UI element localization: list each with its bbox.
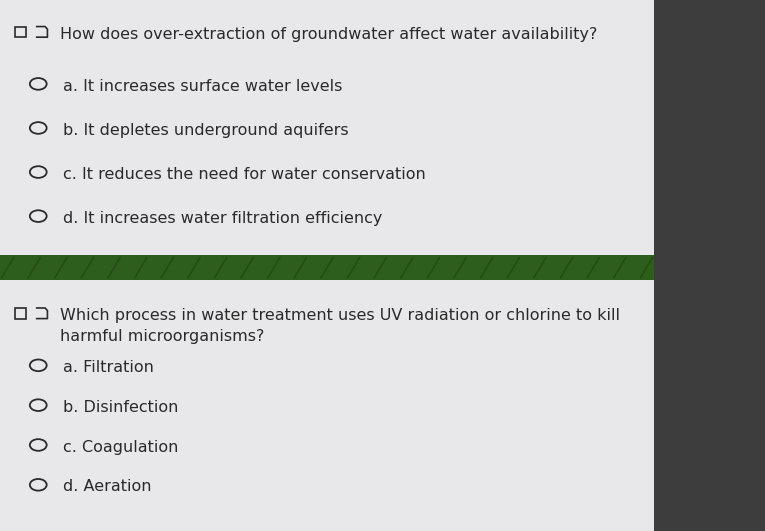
Text: b. Disinfection: b. Disinfection	[63, 400, 179, 415]
Text: c. It reduces the need for water conservation: c. It reduces the need for water conserv…	[63, 167, 426, 182]
Bar	[15, 27, 26, 37]
Text: a. It increases surface water levels: a. It increases surface water levels	[63, 79, 343, 93]
Text: How does over-extraction of groundwater affect water availability?: How does over-extraction of groundwater …	[60, 27, 597, 41]
Text: d. It increases water filtration efficiency: d. It increases water filtration efficie…	[63, 211, 382, 226]
Text: c. Coagulation: c. Coagulation	[63, 440, 179, 455]
Text: Which process in water treatment uses UV radiation or chlorine to kill
harmful m: Which process in water treatment uses UV…	[60, 308, 620, 344]
Text: d. Aeration: d. Aeration	[63, 479, 152, 494]
Text: a. Filtration: a. Filtration	[63, 360, 155, 375]
Bar	[15, 308, 26, 319]
Bar	[0, 0, 654, 255]
Bar	[0, 255, 654, 280]
Text: b. It depletes underground aquifers: b. It depletes underground aquifers	[63, 123, 349, 138]
Bar	[0, 280, 654, 531]
